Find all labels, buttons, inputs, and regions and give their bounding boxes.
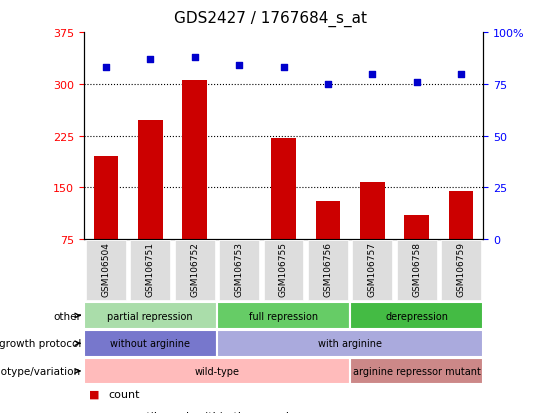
FancyBboxPatch shape	[308, 241, 348, 300]
Bar	[316, 202, 340, 240]
Text: GSM106753: GSM106753	[234, 241, 244, 296]
Point	[323, 81, 332, 88]
FancyBboxPatch shape	[86, 241, 126, 300]
Text: GDS2427 / 1767684_s_at: GDS2427 / 1767684_s_at	[173, 10, 367, 26]
Text: with arginine: with arginine	[318, 338, 382, 349]
Bar	[271, 138, 296, 240]
Text: other: other	[53, 311, 81, 321]
Text: count: count	[108, 389, 139, 399]
Text: GSM106759: GSM106759	[457, 241, 465, 296]
FancyBboxPatch shape	[84, 358, 350, 385]
FancyBboxPatch shape	[130, 241, 170, 300]
Point	[191, 55, 199, 61]
Point	[102, 65, 110, 71]
Point	[235, 63, 244, 69]
Point	[413, 79, 421, 86]
Text: full repression: full repression	[249, 311, 318, 321]
FancyBboxPatch shape	[441, 241, 481, 300]
Text: partial repression: partial repression	[107, 311, 193, 321]
Text: arginine repressor mutant: arginine repressor mutant	[353, 366, 481, 376]
Text: ■: ■	[89, 411, 99, 413]
FancyBboxPatch shape	[264, 241, 303, 300]
Bar	[138, 121, 163, 240]
Bar	[404, 216, 429, 240]
FancyBboxPatch shape	[84, 302, 217, 329]
FancyBboxPatch shape	[352, 241, 392, 300]
FancyBboxPatch shape	[84, 330, 217, 357]
Text: without arginine: without arginine	[110, 338, 190, 349]
Point	[368, 71, 376, 78]
Bar	[449, 191, 473, 240]
Text: GSM106757: GSM106757	[368, 241, 377, 296]
Point	[279, 65, 288, 71]
Bar	[94, 157, 118, 240]
Text: ■: ■	[89, 389, 99, 399]
FancyBboxPatch shape	[397, 241, 437, 300]
FancyBboxPatch shape	[350, 358, 483, 385]
Text: percentile rank within the sample: percentile rank within the sample	[108, 411, 296, 413]
Text: GSM106504: GSM106504	[102, 241, 110, 296]
Text: GSM106751: GSM106751	[146, 241, 155, 296]
Text: GSM106755: GSM106755	[279, 241, 288, 296]
Text: genotype/variation: genotype/variation	[0, 366, 81, 376]
Bar	[360, 183, 384, 240]
FancyBboxPatch shape	[217, 330, 483, 357]
Point	[457, 71, 465, 78]
FancyBboxPatch shape	[350, 302, 483, 329]
Bar	[183, 81, 207, 240]
Point	[146, 57, 154, 63]
Text: GSM106756: GSM106756	[323, 241, 333, 296]
Text: wild-type: wild-type	[194, 366, 239, 376]
Text: derepression: derepression	[385, 311, 448, 321]
FancyBboxPatch shape	[217, 302, 350, 329]
Text: GSM106758: GSM106758	[412, 241, 421, 296]
Text: growth protocol: growth protocol	[0, 338, 81, 349]
FancyBboxPatch shape	[219, 241, 259, 300]
Text: GSM106752: GSM106752	[190, 241, 199, 296]
FancyBboxPatch shape	[175, 241, 215, 300]
